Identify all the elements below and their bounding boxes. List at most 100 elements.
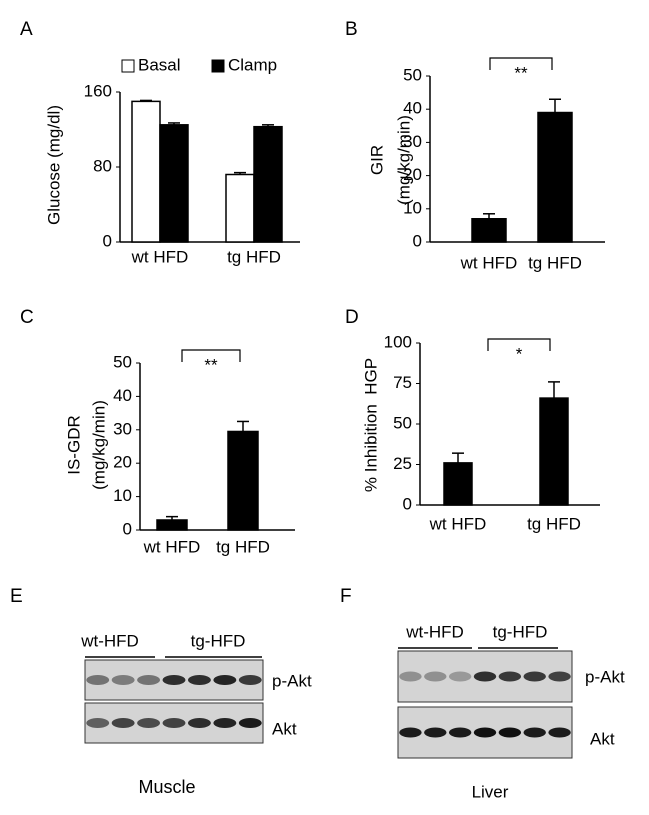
legend-swatch (121, 59, 135, 73)
blot-band (238, 675, 262, 685)
blot-band (448, 727, 472, 738)
blot-band (187, 675, 211, 685)
blot-band (523, 727, 546, 738)
blot-band (548, 671, 571, 682)
row-label: Akt (272, 719, 297, 738)
y-tick-label: 80 (93, 156, 112, 175)
tissue-label: Muscle (138, 777, 195, 797)
row-label: Akt (590, 729, 615, 748)
significance-label: ** (514, 63, 528, 82)
y-tick-label: 50 (393, 413, 412, 432)
blot-band (137, 718, 161, 728)
error-bar (549, 98, 561, 113)
bar (471, 218, 507, 243)
significance-bracket (489, 57, 553, 70)
error-bar (452, 452, 464, 463)
panel-letter: F (340, 586, 352, 607)
blot-band (86, 718, 110, 728)
x-tick-label: tg HFD (527, 514, 581, 533)
bar (156, 519, 188, 531)
blot-band (448, 671, 472, 682)
row-label: p-Akt (272, 671, 312, 690)
significance-label: * (516, 344, 523, 363)
panel-letter: B (345, 19, 358, 40)
y-tick-label: 0 (403, 494, 412, 513)
error-bar (168, 122, 180, 125)
x-tick-label: tg HFD (227, 247, 281, 266)
row-label: p-Akt (585, 667, 625, 686)
y-axis-label: (mg/kg/min) (89, 400, 108, 490)
y-axis-label: (mg/kg/min) (394, 115, 413, 205)
x-tick-label: wt HFD (143, 537, 201, 556)
bar (159, 124, 189, 243)
bar (253, 125, 283, 243)
y-axis-label: Glucose (mg/dl) (44, 105, 63, 225)
y-tick-label: 160 (84, 81, 112, 100)
legend-swatch (211, 59, 225, 73)
y-tick-label: 40 (403, 99, 422, 118)
y-tick-label: 30 (403, 132, 422, 151)
error-bar (548, 381, 560, 399)
tissue-label: Liver (472, 782, 509, 801)
y-tick-label: 0 (123, 519, 132, 538)
blot-band (162, 675, 186, 685)
blot-band (162, 718, 186, 728)
significance-label: ** (204, 355, 218, 374)
significance-bracket (181, 349, 241, 362)
bar (225, 173, 255, 243)
x-tick-label: wt HFD (429, 514, 487, 533)
significance-bracket (487, 338, 551, 351)
blot-band (473, 727, 497, 738)
panel-letter: A (20, 19, 33, 40)
y-tick-label: 100 (384, 332, 412, 351)
bar (443, 462, 473, 506)
blot-band (498, 671, 522, 682)
error-bar (140, 99, 152, 102)
error-bar (234, 171, 246, 175)
blot-band (86, 675, 110, 685)
blot-band (111, 718, 135, 728)
blot-band (523, 671, 546, 682)
y-tick-label: 10 (113, 486, 132, 505)
group-label: wt-HFD (405, 622, 464, 641)
y-tick-label: 25 (393, 454, 412, 473)
group-label: tg-HFD (191, 631, 246, 650)
y-tick-label: 20 (113, 453, 132, 472)
y-axis-label: % Inhibition HGP (361, 358, 380, 492)
blot-band (238, 718, 262, 728)
y-tick-label: 0 (413, 231, 422, 250)
error-bar (237, 420, 249, 432)
group-label: wt-HFD (80, 631, 139, 650)
y-tick-label: 30 (113, 419, 132, 438)
blot-band (137, 675, 161, 685)
x-tick-label: wt HFD (460, 253, 518, 272)
y-tick-label: 40 (113, 386, 132, 405)
y-tick-label: 20 (403, 165, 422, 184)
blot-band (187, 718, 211, 728)
blot-band (213, 718, 237, 728)
y-tick-label: 50 (403, 65, 422, 84)
panel-letter: D (345, 307, 359, 328)
blot-band (424, 727, 447, 738)
error-bar (262, 124, 274, 127)
legend-label: Basal (138, 55, 181, 74)
blot-band (213, 675, 237, 685)
blot-band (473, 671, 497, 682)
blot-band (498, 727, 522, 738)
error-bar (483, 213, 495, 219)
y-axis-label: IS-GDR (64, 415, 83, 475)
panel-letter: E (10, 586, 23, 607)
x-tick-label: tg HFD (528, 253, 582, 272)
y-tick-label: 75 (393, 373, 412, 392)
x-tick-label: wt HFD (131, 247, 189, 266)
x-tick-label: tg HFD (216, 537, 270, 556)
bar (227, 430, 259, 531)
blot-band (548, 727, 571, 738)
bar (131, 100, 161, 243)
blot-band (111, 675, 135, 685)
blot-band (399, 727, 422, 738)
y-tick-label: 10 (403, 198, 422, 217)
bar (537, 111, 573, 243)
y-tick-label: 50 (113, 352, 132, 371)
